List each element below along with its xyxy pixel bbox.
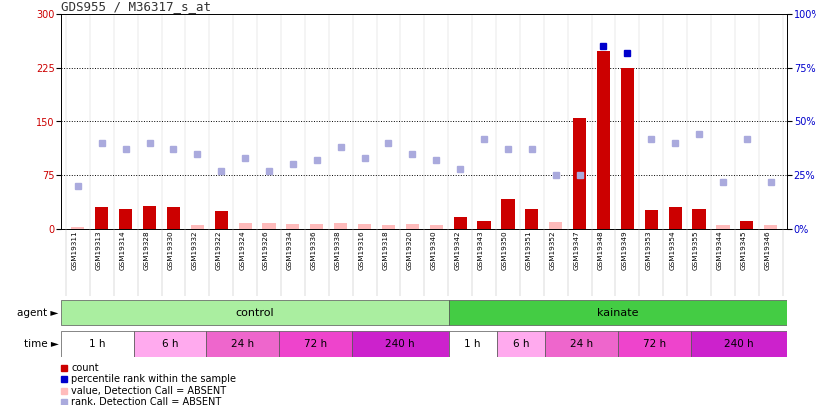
Text: 6 h: 6 h: [513, 339, 530, 349]
Bar: [238, 223, 251, 229]
Text: GSM19336: GSM19336: [311, 231, 317, 271]
Bar: [263, 223, 276, 229]
Text: GSM19322: GSM19322: [215, 231, 221, 271]
Text: value, Detection Call = ABSENT: value, Detection Call = ABSENT: [71, 386, 226, 396]
Text: GSM19355: GSM19355: [693, 231, 699, 271]
Bar: [430, 225, 443, 229]
Bar: [645, 209, 658, 229]
Text: count: count: [71, 363, 99, 373]
Text: time ►: time ►: [24, 339, 59, 349]
Bar: [95, 207, 109, 229]
Text: GSM19338: GSM19338: [335, 231, 341, 271]
Bar: [352, 331, 449, 357]
Text: GSM19350: GSM19350: [502, 231, 508, 271]
Text: 24 h: 24 h: [570, 339, 593, 349]
Text: GSM19349: GSM19349: [621, 231, 628, 271]
Text: GDS955 / M36317_s_at: GDS955 / M36317_s_at: [61, 0, 211, 13]
Text: GSM19320: GSM19320: [406, 231, 412, 271]
Text: 72 h: 72 h: [643, 339, 666, 349]
Bar: [454, 217, 467, 229]
Bar: [286, 224, 299, 229]
Bar: [573, 118, 586, 229]
Bar: [71, 227, 85, 229]
Text: agent ►: agent ►: [17, 308, 59, 318]
Text: 24 h: 24 h: [231, 339, 255, 349]
Text: GSM19347: GSM19347: [574, 231, 579, 271]
Bar: [310, 224, 323, 229]
Text: GSM19345: GSM19345: [741, 231, 747, 271]
Bar: [334, 223, 348, 229]
Text: GSM19313: GSM19313: [95, 231, 102, 271]
Text: GSM19318: GSM19318: [383, 231, 388, 271]
Bar: [134, 331, 206, 357]
Bar: [668, 207, 681, 229]
Text: GSM19342: GSM19342: [455, 231, 460, 271]
Bar: [716, 225, 730, 229]
Text: 6 h: 6 h: [162, 339, 179, 349]
Text: GSM19332: GSM19332: [192, 231, 197, 271]
Bar: [406, 224, 419, 229]
Bar: [215, 211, 228, 229]
Bar: [449, 331, 497, 357]
Text: GSM19316: GSM19316: [358, 231, 365, 271]
Text: GSM19352: GSM19352: [550, 231, 556, 271]
Text: 1 h: 1 h: [464, 339, 481, 349]
Bar: [526, 209, 539, 229]
Bar: [501, 199, 515, 229]
Bar: [621, 68, 634, 229]
Text: GSM19311: GSM19311: [72, 231, 78, 271]
Bar: [167, 207, 180, 229]
Text: 240 h: 240 h: [725, 339, 754, 349]
Text: percentile rank within the sample: percentile rank within the sample: [71, 374, 236, 384]
Bar: [549, 222, 562, 229]
Text: GSM19330: GSM19330: [167, 231, 174, 271]
Bar: [597, 51, 610, 229]
Bar: [618, 331, 690, 357]
Bar: [449, 300, 787, 326]
Text: GSM19348: GSM19348: [597, 231, 604, 271]
Bar: [740, 221, 753, 229]
Text: 1 h: 1 h: [89, 339, 106, 349]
Bar: [119, 209, 132, 229]
Bar: [279, 331, 352, 357]
Bar: [545, 331, 618, 357]
Text: GSM19326: GSM19326: [263, 231, 269, 271]
Text: GSM19351: GSM19351: [526, 231, 532, 271]
Text: GSM19354: GSM19354: [669, 231, 675, 271]
Bar: [764, 224, 778, 229]
Text: 240 h: 240 h: [385, 339, 415, 349]
Bar: [61, 331, 134, 357]
Text: GSM19328: GSM19328: [144, 231, 149, 271]
Bar: [143, 206, 156, 229]
Text: GSM19340: GSM19340: [430, 231, 437, 271]
Bar: [206, 331, 279, 357]
Text: GSM19334: GSM19334: [287, 231, 293, 271]
Bar: [497, 331, 545, 357]
Text: GSM19353: GSM19353: [645, 231, 651, 271]
Text: GSM19343: GSM19343: [478, 231, 484, 271]
Text: rank, Detection Call = ABSENT: rank, Detection Call = ABSENT: [71, 397, 221, 405]
Bar: [382, 224, 395, 229]
Text: GSM19324: GSM19324: [239, 231, 245, 271]
Text: GSM19346: GSM19346: [765, 231, 771, 271]
Text: 72 h: 72 h: [304, 339, 327, 349]
Text: control: control: [236, 308, 274, 318]
Bar: [358, 224, 371, 229]
Bar: [61, 300, 449, 326]
Text: kainate: kainate: [597, 308, 639, 318]
Text: GSM19344: GSM19344: [717, 231, 723, 271]
Bar: [693, 209, 706, 229]
Bar: [191, 225, 204, 229]
Bar: [477, 221, 490, 229]
Text: GSM19314: GSM19314: [120, 231, 126, 271]
Bar: [690, 331, 787, 357]
